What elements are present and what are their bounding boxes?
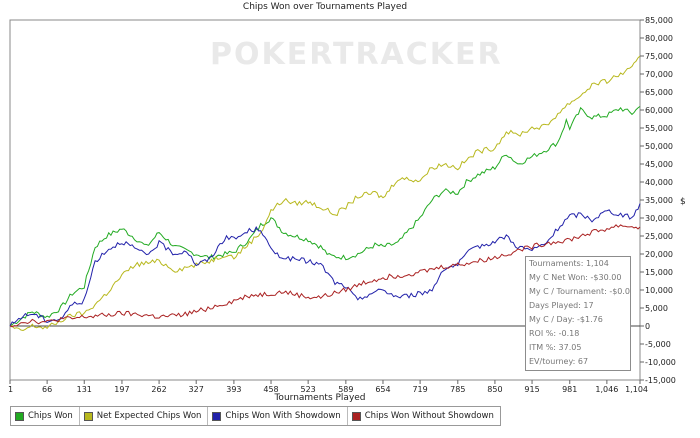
y-tick-label: -10,000 — [645, 358, 676, 367]
x-tick-label: 458 — [263, 385, 278, 394]
legend-label: Chips Won Without Showdown — [364, 411, 494, 421]
chart-title: Chips Won over Tournaments Played — [242, 2, 408, 12]
y-tick-label: -5,000 — [645, 340, 671, 349]
y-tick-label: 80,000 — [645, 34, 673, 43]
x-tick-label: 915 — [524, 385, 539, 394]
stat-per-tournament: My C / Tournament: -$0.03 — [529, 287, 630, 296]
x-tick-label: 197 — [114, 385, 129, 394]
stat-ev-per-tourney: EV/tourney: 67 — [529, 357, 589, 366]
y-tick-label: 10,000 — [645, 286, 673, 295]
y-tick-label: 45,000 — [645, 160, 673, 169]
legend-swatch — [212, 411, 222, 421]
y-tick-label: 0 — [645, 322, 650, 331]
y-tick-label: 70,000 — [645, 70, 673, 79]
y-tick-label: 5,000 — [645, 304, 668, 313]
x-tick-label: 1,046 — [595, 385, 618, 394]
x-axis-title: Tournaments Played — [273, 393, 365, 403]
series-line-chips-won-with-showdown — [9, 203, 641, 327]
legend-label: Net Expected Chips Won — [96, 411, 202, 421]
x-tick-label: 654 — [375, 385, 390, 394]
series-line-chips-won — [9, 106, 641, 327]
chart-legend: Chips Won Net Expected Chips Won Chips W… — [10, 406, 501, 426]
legend-swatch — [83, 411, 93, 421]
y-tick-label: -15,000 — [645, 376, 676, 385]
x-tick-label: 850 — [487, 385, 502, 394]
series-line-chips-won-without-showdown — [9, 224, 641, 328]
y-axis-title: $ — [680, 197, 686, 207]
stat-tournaments: Tournaments: 1,104 — [529, 259, 609, 268]
series-line-net-expected-chips-won — [9, 55, 641, 332]
legend-swatch — [15, 411, 24, 421]
x-tick-label: 1 — [8, 385, 13, 394]
legend-item-with-showdown[interactable]: Chips Won With Showdown — [208, 407, 348, 425]
x-tick-label: 393 — [226, 385, 241, 394]
legend-label: Chips Won With Showdown — [225, 411, 341, 421]
y-tick-label: 75,000 — [645, 52, 673, 61]
y-tick-label: 15,000 — [645, 268, 673, 277]
legend-item-net-expected[interactable]: Net Expected Chips Won — [80, 407, 209, 425]
x-tick-label: 785 — [450, 385, 465, 394]
legend-label: Chips Won — [28, 411, 73, 421]
stat-net-won: My C Net Won: -$30.00 — [529, 273, 622, 282]
y-tick-label: 20,000 — [645, 250, 673, 259]
x-tick-label: 1,104 — [625, 385, 648, 394]
y-tick-label: 50,000 — [645, 142, 673, 151]
legend-item-without-showdown[interactable]: Chips Won Without Showdown — [348, 407, 500, 425]
stat-days-played: Days Played: 17 — [529, 301, 594, 310]
y-tick-label: 60,000 — [645, 106, 673, 115]
x-tick-label: 589 — [338, 385, 353, 394]
y-tick-label: 40,000 — [645, 178, 673, 187]
stat-itm: ITM %: 37.05 — [529, 343, 582, 352]
watermark-logo: POKERTRACKER — [210, 37, 503, 72]
x-tick-label: 523 — [301, 385, 316, 394]
x-tick-label: 981 — [562, 385, 577, 394]
y-tick-label: 25,000 — [645, 232, 673, 241]
x-tick-label: 262 — [151, 385, 166, 394]
x-tick-label: 719 — [412, 385, 427, 394]
legend-item-chips-won[interactable]: Chips Won — [11, 407, 80, 425]
y-tick-label: 30,000 — [645, 214, 673, 223]
y-tick-label: 35,000 — [645, 196, 673, 205]
y-tick-label: 55,000 — [645, 124, 673, 133]
x-tick-label: 327 — [189, 385, 204, 394]
stats-infobox: Tournaments: 1,104 My C Net Won: -$30.00… — [525, 256, 631, 371]
stat-per-day: My C / Day: -$1.76 — [529, 315, 603, 324]
x-tick-label: 66 — [42, 385, 52, 394]
y-tick-label: 85,000 — [645, 16, 673, 25]
stat-roi: ROI %: -0.18 — [529, 329, 580, 338]
y-tick-label: 65,000 — [645, 88, 673, 97]
legend-swatch — [351, 411, 361, 421]
x-tick-label: 131 — [77, 385, 92, 394]
